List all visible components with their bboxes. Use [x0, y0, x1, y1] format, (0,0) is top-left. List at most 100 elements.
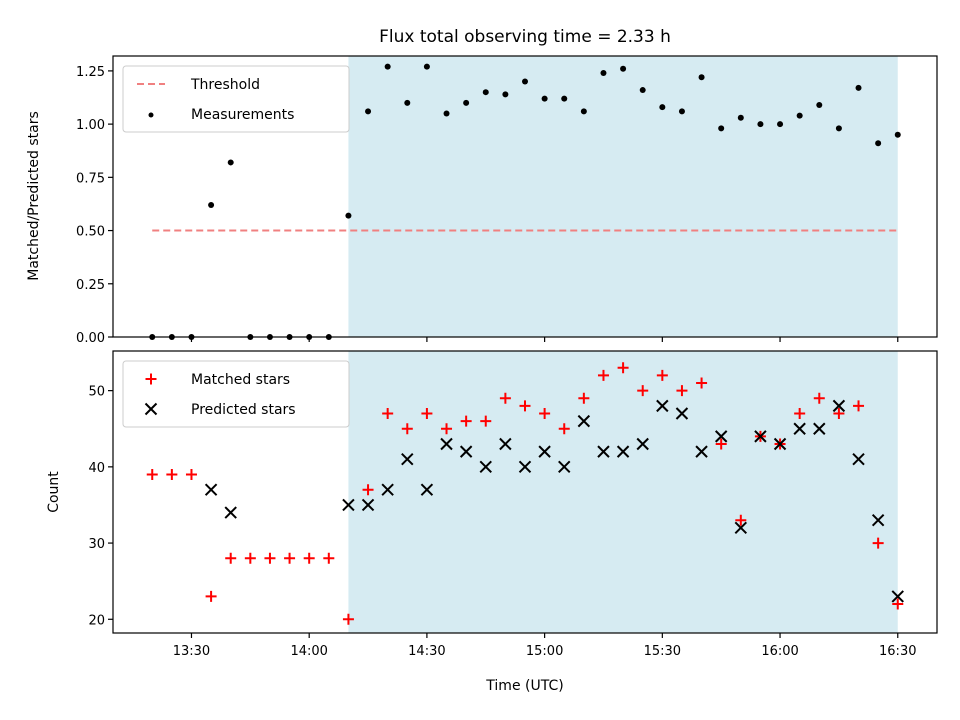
data-point: [166, 468, 178, 480]
data-point: [361, 498, 375, 512]
data-point: [204, 483, 218, 496]
data-point: [401, 423, 413, 435]
data-point: [420, 483, 434, 496]
data-point: [892, 598, 904, 610]
top-y-tick-label: 0.75: [76, 171, 105, 186]
bottom-series-predicted-stars: [204, 399, 904, 603]
x-axis-label: Time (UTC): [485, 678, 563, 694]
top-y-tick-label: 0.50: [76, 225, 105, 240]
bottom-x-tick-label: 15:30: [644, 644, 681, 659]
legend-box: [122, 65, 350, 133]
bottom-y-tick-label: 40: [88, 461, 105, 476]
data-point: [578, 392, 590, 404]
data-point: [460, 415, 472, 427]
data-point: [227, 159, 234, 166]
data-point: [479, 460, 492, 474]
top-y-tick-label: 0.25: [76, 278, 105, 293]
bottom-x-tick-label: 13:30: [173, 644, 210, 659]
data-point: [404, 99, 411, 106]
top-y-tick-label: 1.00: [76, 118, 105, 133]
data-point: [737, 114, 744, 121]
data-point: [208, 202, 215, 209]
chart-title: Flux total observing time = 2.33 h: [379, 27, 671, 47]
data-point: [482, 89, 489, 96]
legend-marker: [145, 373, 157, 385]
data-point: [754, 430, 767, 443]
data-point: [852, 453, 865, 466]
bottom-x-tick-label: 16:00: [761, 644, 798, 659]
data-point: [264, 552, 276, 564]
data-point: [796, 112, 803, 119]
data-point: [734, 521, 748, 535]
data-point: [656, 399, 669, 413]
data-point: [502, 91, 509, 98]
top-series-measurements: [149, 63, 901, 340]
data-point: [205, 590, 217, 602]
data-point: [639, 87, 646, 94]
data-point: [342, 613, 354, 625]
data-point: [777, 121, 784, 128]
data-point: [401, 453, 414, 466]
data-point: [558, 423, 570, 435]
bottom-panel: 20 30 40 50 13:30 14:00 14:30 15:00 15:30 16:00 16…: [88, 350, 938, 659]
data-point: [558, 460, 571, 474]
bottom-x-tick-label: 14:30: [408, 644, 445, 659]
legend-label: Measurements: [191, 107, 294, 123]
data-point: [539, 407, 551, 419]
data-point: [832, 399, 846, 413]
data-point: [718, 125, 725, 132]
legend-label: Predicted stars: [191, 402, 296, 418]
legend-box: [122, 360, 350, 428]
data-point: [499, 392, 511, 404]
data-point: [617, 362, 629, 374]
data-point: [244, 552, 256, 564]
data-point: [894, 131, 901, 138]
legend-marker: [144, 402, 158, 416]
data-point: [855, 84, 862, 91]
bottom-y-tick-label: 20: [88, 613, 105, 628]
data-point: [698, 74, 705, 81]
data-point: [871, 513, 885, 527]
data-point: [813, 422, 826, 435]
data-point: [499, 437, 512, 451]
top-shaded-observing-region: [348, 56, 898, 337]
data-point: [833, 407, 845, 419]
data-point: [323, 552, 335, 564]
data-point: [362, 484, 374, 496]
data-point: [872, 537, 884, 549]
bottom-y-tick-label: 50: [88, 385, 105, 400]
data-point: [600, 70, 607, 77]
data-point: [146, 468, 158, 480]
data-point: [695, 445, 708, 458]
data-point: [284, 552, 296, 564]
data-point: [224, 506, 237, 519]
data-point: [891, 590, 904, 603]
data-point: [580, 108, 587, 115]
top-panel: 0.00 0.25 0.50 0.75 1.00 1.25 Threshold Measure…: [76, 55, 938, 346]
bottom-axes-frame: [112, 350, 938, 634]
bottom-x-tick-label: 16:30: [879, 644, 916, 659]
data-point: [636, 437, 649, 451]
data-point: [518, 460, 532, 474]
data-point: [519, 400, 531, 412]
data-point: [303, 552, 315, 564]
top-legend: Threshold Measurements: [122, 65, 350, 133]
data-point: [735, 514, 747, 526]
legend-label: Threshold: [190, 77, 260, 93]
data-point: [522, 78, 528, 85]
data-point: [541, 95, 548, 102]
bottom-x-tick-label: 15:00: [526, 644, 563, 659]
data-point: [185, 468, 197, 480]
data-point: [835, 125, 842, 132]
data-point: [715, 438, 727, 450]
data-point: [875, 140, 882, 147]
data-point: [480, 415, 492, 427]
data-point: [597, 369, 609, 381]
data-point: [459, 445, 473, 458]
data-point: [423, 63, 430, 70]
data-point: [538, 445, 551, 458]
data-point: [463, 99, 470, 106]
data-point: [696, 377, 708, 389]
data-point: [225, 552, 237, 564]
